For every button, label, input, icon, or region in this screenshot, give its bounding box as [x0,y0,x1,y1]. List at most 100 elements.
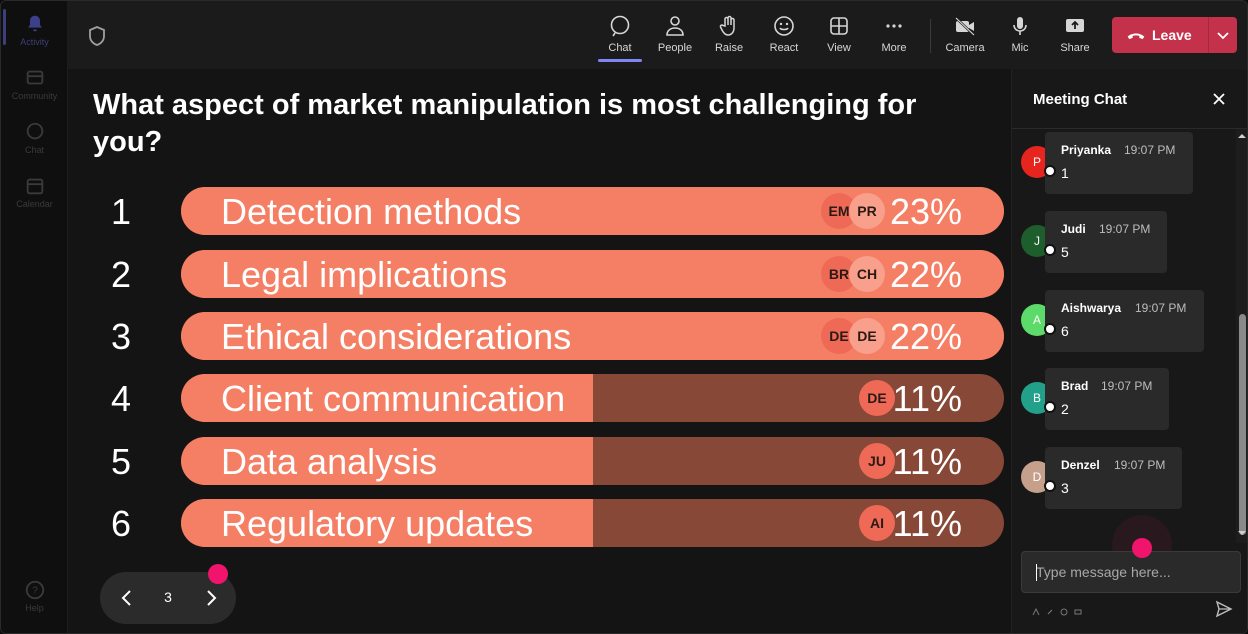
option-label: Regulatory updates [221,503,534,544]
text-caret [1036,564,1037,581]
option-number: 6 [110,503,132,544]
scroll-up-icon[interactable] [1238,132,1246,140]
toolbar-share-button[interactable]: Share [1049,11,1101,63]
rail-item-community[interactable]: Community [1,67,68,101]
message-bubble[interactable]: Brad 19:07 PM 2 [1045,368,1169,430]
voter-avatar: DE [821,318,857,354]
option-bar[interactable]: Legal implications BR CH 22% [181,250,1004,298]
option-bar[interactable]: Detection methods EM PR 23% [181,187,1004,235]
presence-status-icon [1044,165,1056,177]
chevron-down-icon [1217,32,1229,40]
option-percent: 11% [892,378,962,419]
toolbar-react-button[interactable]: React [758,11,810,63]
option-bar-fill [181,374,593,422]
option-percent: 22% [889,254,962,295]
page-number: 3 [164,589,172,605]
hang-up-icon [1127,33,1145,40]
toolbar-view-button[interactable]: View [813,11,865,63]
gif-icon[interactable] [1074,603,1082,615]
option-bar[interactable]: Regulatory updates AI 11% [181,499,1004,547]
send-icon[interactable] [1215,600,1233,618]
message-sender: Judi [1061,222,1086,236]
toolbar-chat-label: Chat [608,42,632,54]
toolbar-view-label: View [827,42,851,54]
next-button[interactable] [200,587,222,609]
close-icon[interactable] [1210,90,1228,108]
svg-text:?: ? [32,586,38,597]
toolbar-camera-label: Camera [945,42,985,54]
shield-icon[interactable] [88,26,106,46]
emoji-icon[interactable] [1060,603,1068,616]
message-sender: Denzel [1061,458,1100,472]
option-number: 5 [110,441,132,482]
option-bar[interactable]: Data analysis JU 11% [181,437,1004,485]
voter-avatar: JU [859,443,895,479]
leave-main[interactable]: Leave [1112,17,1208,53]
option-bar-fill [181,499,593,547]
scroll-down-icon[interactable] [1238,529,1246,537]
rail-item-chat[interactable]: Chat [1,121,68,155]
option-percent: 11% [892,441,962,482]
voter-avatar: DE [859,380,895,416]
grid-view-icon [830,17,848,35]
poll-option-row[interactable]: 1 Detection methods EM PR 23% [101,187,1004,235]
toolbar-chat-button[interactable]: Chat [594,11,646,63]
toolbar-mic-button[interactable]: Mic [994,11,1046,63]
leave-label: Leave [1152,27,1192,43]
message-bubble[interactable]: Aishwarya 19:07 PM 6 [1045,290,1204,352]
chat-message[interactable]: A Aishwarya 19:07 PM 6 [1012,290,1232,354]
message-text: 1 [1061,165,1069,181]
chat-message[interactable]: J Judi 19:07 PM 5 [1012,211,1232,275]
option-percent: 11% [892,503,962,544]
poll-option-row[interactable]: 3 Ethical considerations DE DE 22% [101,312,1004,360]
chat-scrollbar-thumb[interactable] [1239,314,1246,535]
poll-option-row[interactable]: 6 Regulatory updates AI 11% [101,499,1004,547]
chat-message-input[interactable] [1022,552,1240,592]
rail-item-help[interactable]: ? Help [1,579,68,613]
compose-tools [1032,603,1082,616]
leave-options-button[interactable] [1209,28,1237,42]
option-number: 4 [110,378,132,419]
chat-panel: Meeting Chat P Priyanka 19:07 PM 1 J Jud… [1011,69,1247,633]
leave-divider [1208,17,1209,53]
chat-message[interactable]: D Denzel 19:07 PM 3 [1012,447,1232,511]
raise-hand-icon [719,15,735,36]
chat-divider [1012,128,1247,129]
toolbar-react-label: React [769,42,799,54]
option-number: 3 [110,316,132,357]
message-bubble[interactable]: Judi 19:07 PM 5 [1045,211,1167,273]
format-icon[interactable] [1032,603,1040,616]
meeting-toolbar: Chat People Raise React View More Camera [68,1,1247,69]
rail-item-activity[interactable]: Activity [1,13,68,47]
people-icon [666,16,684,36]
message-bubble[interactable]: Priyanka 19:07 PM 1 [1045,132,1193,194]
voter-avatar: AI [859,505,895,541]
message-sender: Brad [1061,379,1089,393]
chat-message[interactable]: P Priyanka 19:07 PM 1 [1012,132,1232,196]
leave-button[interactable]: Leave [1112,17,1237,53]
option-bar[interactable]: Ethical considerations DE DE 22% [181,312,1004,360]
option-bar[interactable]: Client communication DE 11% [181,374,1004,422]
chat-compose-box[interactable] [1021,551,1241,593]
option-bar-fill [181,437,593,485]
toolbar-raise-label: Raise [714,42,744,54]
toolbar-raise-button[interactable]: Raise [703,11,755,63]
message-time: 19:07 PM [1135,301,1187,315]
calendar-icon [26,178,43,195]
attach-icon[interactable] [1046,603,1054,615]
presence-status-icon [1044,323,1056,335]
poll-option-row[interactable]: 5 Data analysis JU 11% [101,437,1004,485]
toolbar-people-button[interactable]: People [649,11,701,63]
poll-option-row[interactable]: 2 Legal implications BR CH 22% [101,250,1004,298]
message-time: 19:07 PM [1101,379,1153,393]
chat-message[interactable]: B Brad 19:07 PM 2 [1012,368,1232,432]
voter-avatar: CH [849,256,885,292]
message-bubble[interactable]: Denzel 19:07 PM 3 [1045,447,1182,509]
toolbar-people-label: People [657,42,693,54]
message-time: 19:07 PM [1114,458,1166,472]
toolbar-more-button[interactable]: More [868,11,920,63]
rail-item-calendar[interactable]: Calendar [1,175,68,209]
previous-button[interactable] [116,587,138,609]
toolbar-camera-button[interactable]: Camera [939,11,991,63]
poll-option-row[interactable]: 4 Client communication DE 11% [101,374,1004,422]
